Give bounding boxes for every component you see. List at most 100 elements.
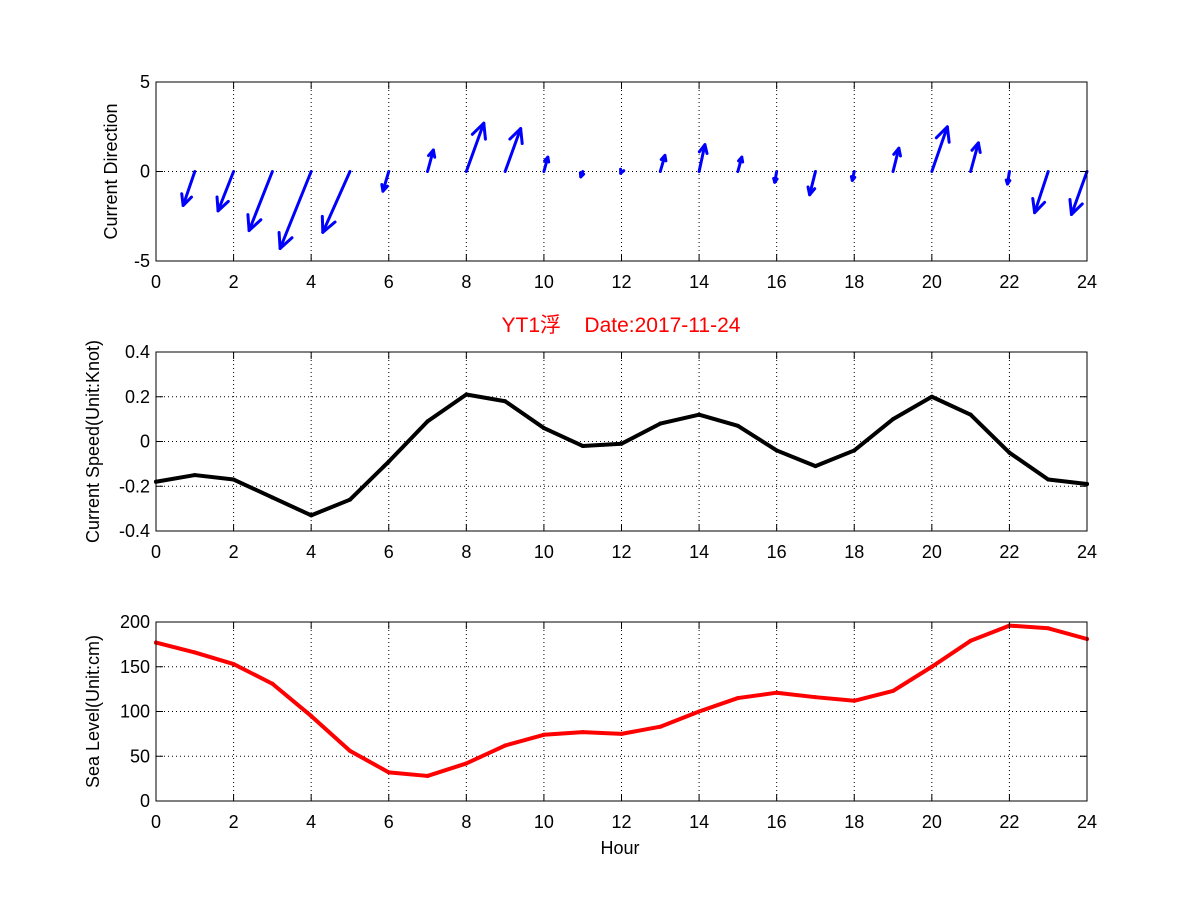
series-point — [309, 713, 314, 718]
x-tick-label: 22 — [999, 812, 1019, 832]
x-tick-label: 10 — [534, 272, 554, 292]
direction-vector — [1004, 170, 1012, 186]
vector-shaft — [930, 125, 949, 173]
direction-vector — [697, 143, 709, 173]
vector-arrowhead — [697, 143, 709, 155]
direction-vector — [969, 141, 982, 173]
series-point — [852, 698, 857, 703]
direction-vector — [849, 170, 857, 182]
vector-arrowhead — [180, 192, 193, 208]
series-point — [464, 392, 469, 397]
y-tick-label: -0.4 — [119, 521, 150, 541]
y-tick-label: 0 — [140, 162, 150, 182]
x-tick-label: 8 — [461, 812, 471, 832]
x-tick-label: 18 — [844, 812, 864, 832]
direction-vector — [542, 155, 551, 173]
y-tick-label: 0 — [140, 432, 150, 452]
series-point — [774, 690, 779, 695]
x-tick-label: 2 — [229, 542, 239, 562]
vector-shaft — [321, 170, 352, 234]
vector-shaft — [426, 148, 435, 173]
direction-vector — [772, 170, 779, 184]
series-point — [1007, 450, 1012, 455]
series-point — [192, 650, 197, 655]
vector-arrowhead — [1068, 197, 1084, 216]
x-tick-label: 14 — [689, 812, 709, 832]
series-point — [658, 421, 663, 426]
x-tick-label: 24 — [1077, 812, 1097, 832]
direction-vector — [426, 148, 437, 173]
x-tick-label: 0 — [151, 542, 161, 562]
vector-arrowhead — [1004, 178, 1012, 186]
figure-title: YT1浮 Date:2017-11-24 — [502, 314, 741, 337]
series-point — [697, 709, 702, 714]
sea-level-ylabel: Sea Level(Unit:cm) — [83, 635, 103, 788]
vector-arrowhead — [470, 121, 487, 141]
x-tick-label: 24 — [1077, 272, 1097, 292]
sea-level-xlabel: Hour — [600, 838, 639, 858]
x-tick-label: 18 — [844, 272, 864, 292]
vector-shaft — [247, 170, 274, 233]
series-point — [774, 448, 779, 453]
x-tick-label: 2 — [229, 812, 239, 832]
x-tick-label: 20 — [922, 812, 942, 832]
x-tick-label: 12 — [611, 812, 631, 832]
vector-arrowhead — [543, 155, 551, 164]
direction-vector — [891, 146, 902, 173]
direction-vector — [380, 170, 391, 193]
y-tick-label: 0 — [140, 791, 150, 811]
direction-vector — [503, 127, 524, 173]
series-point — [697, 412, 702, 417]
current-speed-series — [154, 392, 1089, 518]
x-tick-label: 4 — [306, 542, 316, 562]
x-tick-label: 12 — [611, 272, 631, 292]
current-speed-ticks: 0 2 4 6 8 10 12 14 16 18 20 22 24-0.4-0.200.20.4 — [119, 342, 1097, 562]
series-point — [619, 731, 624, 736]
x-tick-label: 10 — [534, 542, 554, 562]
x-tick-label: 2 — [229, 272, 239, 292]
x-tick-label: 8 — [461, 542, 471, 562]
vector-shaft — [1033, 170, 1050, 215]
vector-arrowhead — [892, 146, 902, 158]
vector-shaft — [181, 170, 197, 208]
x-tick-label: 16 — [767, 812, 787, 832]
vector-arrowhead — [1031, 196, 1047, 215]
vector-arrowhead — [380, 183, 389, 193]
series-point — [735, 423, 740, 428]
vector-arrowhead — [578, 171, 586, 179]
series-point — [1046, 626, 1051, 631]
x-tick-label: 4 — [306, 812, 316, 832]
series-point — [929, 394, 934, 399]
series-point — [231, 477, 236, 482]
x-tick-label: 16 — [767, 542, 787, 562]
y-tick-label: 0.2 — [125, 387, 150, 407]
direction-vector — [464, 121, 487, 173]
sea-level-series — [154, 623, 1089, 778]
x-tick-label: 6 — [384, 542, 394, 562]
direction-vector — [1031, 170, 1050, 215]
x-tick-label: 4 — [306, 272, 316, 292]
series-point — [425, 773, 430, 778]
direction-vector — [1068, 170, 1089, 216]
series-point — [580, 443, 585, 448]
vector-arrowhead — [849, 175, 857, 182]
x-tick-label: 18 — [844, 542, 864, 562]
vector-arrowhead — [508, 127, 524, 146]
direction-vector — [619, 167, 626, 175]
x-tick-label: 24 — [1077, 542, 1097, 562]
vector-shaft — [969, 141, 980, 173]
x-tick-label: 0 — [151, 812, 161, 832]
y-tick-label: 200 — [120, 612, 150, 632]
series-point — [968, 638, 973, 643]
series-point — [813, 464, 818, 469]
vector-shaft — [697, 143, 707, 173]
series-point — [270, 495, 275, 500]
x-tick-label: 14 — [689, 542, 709, 562]
series-point — [425, 419, 430, 424]
x-tick-label: 22 — [999, 272, 1019, 292]
vector-shaft — [891, 146, 901, 173]
vector-arrowhead — [320, 214, 337, 234]
